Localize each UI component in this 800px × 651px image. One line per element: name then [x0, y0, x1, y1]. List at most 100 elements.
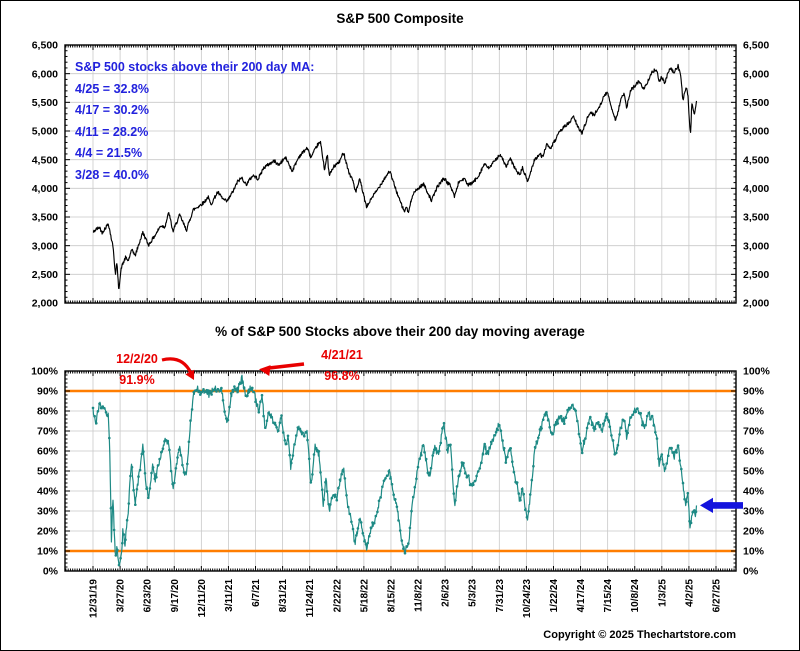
y-tick-label: 70%: [37, 426, 59, 438]
x-tick-label: 4/2/25: [684, 579, 695, 607]
x-tick-label: 3/27/20: [116, 579, 127, 613]
y-tick-label: 4,500: [32, 154, 58, 166]
sp500-series-line: [92, 63, 698, 290]
callout-peak-apr-2021: 4/21/21 96.8%: [282, 345, 402, 387]
ma-reading-line: 4/17 = 30.2%: [75, 103, 150, 118]
x-tick-label: 3/11/21: [224, 579, 235, 612]
latest-value-arrow: [700, 497, 743, 513]
breadth-series-line: [92, 374, 698, 566]
x-tick-label: 5/18/22: [359, 579, 370, 613]
ma-readings-heading: S&P 500 stocks above their 200 day MA:: [75, 60, 315, 74]
y-tick-label: 20%: [743, 526, 765, 538]
sp500-plot-border: [64, 44, 737, 304]
y-tick-label: 5,000: [743, 126, 769, 138]
x-tick-label: 1/3/25: [657, 579, 668, 607]
sp500-gridlines: [65, 45, 736, 303]
y-tick-label: 0%: [43, 566, 59, 578]
ma-reading-line: 4/11 = 28.2%: [75, 124, 149, 139]
ma-readings-annotation: S&P 500 stocks above their 200 day MA: 4…: [75, 57, 314, 187]
y-tick-label: 80%: [743, 406, 765, 418]
y-tick-label: 90%: [37, 386, 59, 398]
y-tick-label: 3,000: [743, 240, 769, 252]
x-tick-label: 7/15/24: [603, 579, 614, 613]
y-tick-label: 4,500: [743, 154, 769, 166]
y-tick-label: 0%: [743, 566, 759, 578]
x-tick-label: 11/8/22: [414, 579, 425, 612]
x-tick-label: 10/8/24: [630, 579, 641, 613]
y-tick-label: 6,500: [743, 40, 769, 52]
sp500-axis-ticks: [65, 45, 736, 303]
sp500-y-axis-labels: 6,500 6,500 6,000 6,000 5,500 5,500 5,000 5,000…: [32, 40, 770, 310]
x-tick-label: 6/7/21: [251, 579, 262, 607]
callout-arrow-apr-2021-head: [259, 365, 271, 376]
x-tick-label: 8/31/21: [278, 579, 289, 613]
y-tick-label: 5,000: [32, 126, 58, 138]
callout-arrow-apr-2021: [268, 362, 305, 370]
breadth-gridlines: [65, 371, 736, 571]
x-tick-label: 7/31/23: [495, 579, 506, 613]
y-tick-label: 60%: [37, 446, 59, 458]
y-tick-label: 6,000: [32, 68, 58, 80]
y-tick-label: 2,000: [32, 298, 58, 310]
ma-reading-line: 3/28 = 40.0%: [75, 167, 150, 182]
breadth-axis-ticks: [65, 371, 736, 571]
y-tick-label: 60%: [743, 446, 765, 458]
y-tick-label: 40%: [37, 486, 59, 498]
y-tick-label: 100%: [743, 366, 771, 378]
x-tick-label: 4/17/24: [576, 579, 587, 613]
callout-arrow-dec-2020: [161, 357, 193, 374]
y-tick-label: 70%: [743, 426, 765, 438]
x-tick-label: 12/31/19: [89, 579, 100, 618]
x-tick-label: 11/24/21: [305, 579, 316, 618]
x-tick-label: 2/22/22: [332, 579, 343, 613]
x-tick-label: 12/11/20: [197, 579, 208, 618]
x-tick-label: 9/17/20: [170, 579, 181, 613]
y-tick-label: 6,500: [32, 40, 58, 52]
y-tick-label: 4,000: [743, 183, 769, 195]
x-tick-label: 5/3/23: [468, 579, 479, 607]
y-tick-label: 80%: [37, 406, 59, 418]
y-tick-label: 3,500: [32, 212, 58, 224]
callout-peak-dec-2020: 12/2/20 91.9%: [77, 349, 197, 391]
y-tick-label: 50%: [743, 466, 765, 478]
x-tick-label: 8/15/22: [386, 579, 397, 613]
y-tick-label: 5,500: [743, 97, 769, 109]
top-chart-title: S&P 500 Composite: [336, 11, 464, 26]
x-tick-label: 6/23/20: [143, 579, 154, 613]
y-tick-label: 40%: [743, 486, 765, 498]
ma-reading-line: 4/4 = 21.5%: [75, 146, 143, 161]
y-tick-label: 50%: [37, 466, 59, 478]
y-tick-label: 30%: [37, 506, 59, 518]
y-tick-label: 2,500: [32, 269, 58, 281]
y-tick-label: 10%: [743, 546, 765, 558]
y-tick-label: 100%: [31, 366, 59, 378]
y-tick-label: 2,000: [743, 298, 769, 310]
callout-value: 96.8%: [324, 369, 360, 383]
callout-date: 12/2/20: [116, 352, 158, 366]
callout-arrow-dec-2020-head: [185, 369, 195, 380]
y-tick-label: 6,000: [743, 68, 769, 80]
y-tick-label: 4,000: [32, 183, 58, 195]
breadth-series-markers: [91, 381, 698, 567]
x-tick-label: 6/27/25: [712, 579, 723, 613]
y-tick-label: 3,500: [743, 212, 769, 224]
x-tick-label: 2/6/23: [441, 579, 452, 607]
x-axis-labels: 12/31/19 3/27/20 6/23/20 9/17/20 12/11/20 3/1…: [89, 579, 723, 618]
y-tick-label: 3,000: [32, 240, 58, 252]
ma-reading-line: 4/25 = 32.8%: [75, 81, 150, 96]
copyright-text: Copyright © 2025 Thechartstore.com: [543, 629, 736, 641]
x-tick-label: 1/22/24: [549, 579, 560, 613]
y-tick-label: 2,500: [743, 269, 769, 281]
y-tick-label: 20%: [37, 526, 59, 538]
y-tick-label: 5,500: [32, 97, 58, 109]
x-tick-label: 10/24/23: [522, 579, 533, 618]
y-tick-label: 90%: [743, 386, 765, 398]
bottom-chart-title: % of S&P 500 Stocks above their 200 day …: [215, 324, 585, 339]
y-tick-label: 10%: [37, 546, 59, 558]
callout-value: 91.9%: [119, 373, 155, 387]
y-tick-label: 30%: [743, 506, 765, 518]
breadth-y-axis-labels: 100% 100% 90% 90% 80% 80% 70% 70% 60% 60% 50% 50% 40…: [31, 366, 770, 578]
callout-date: 4/21/21: [321, 348, 363, 362]
